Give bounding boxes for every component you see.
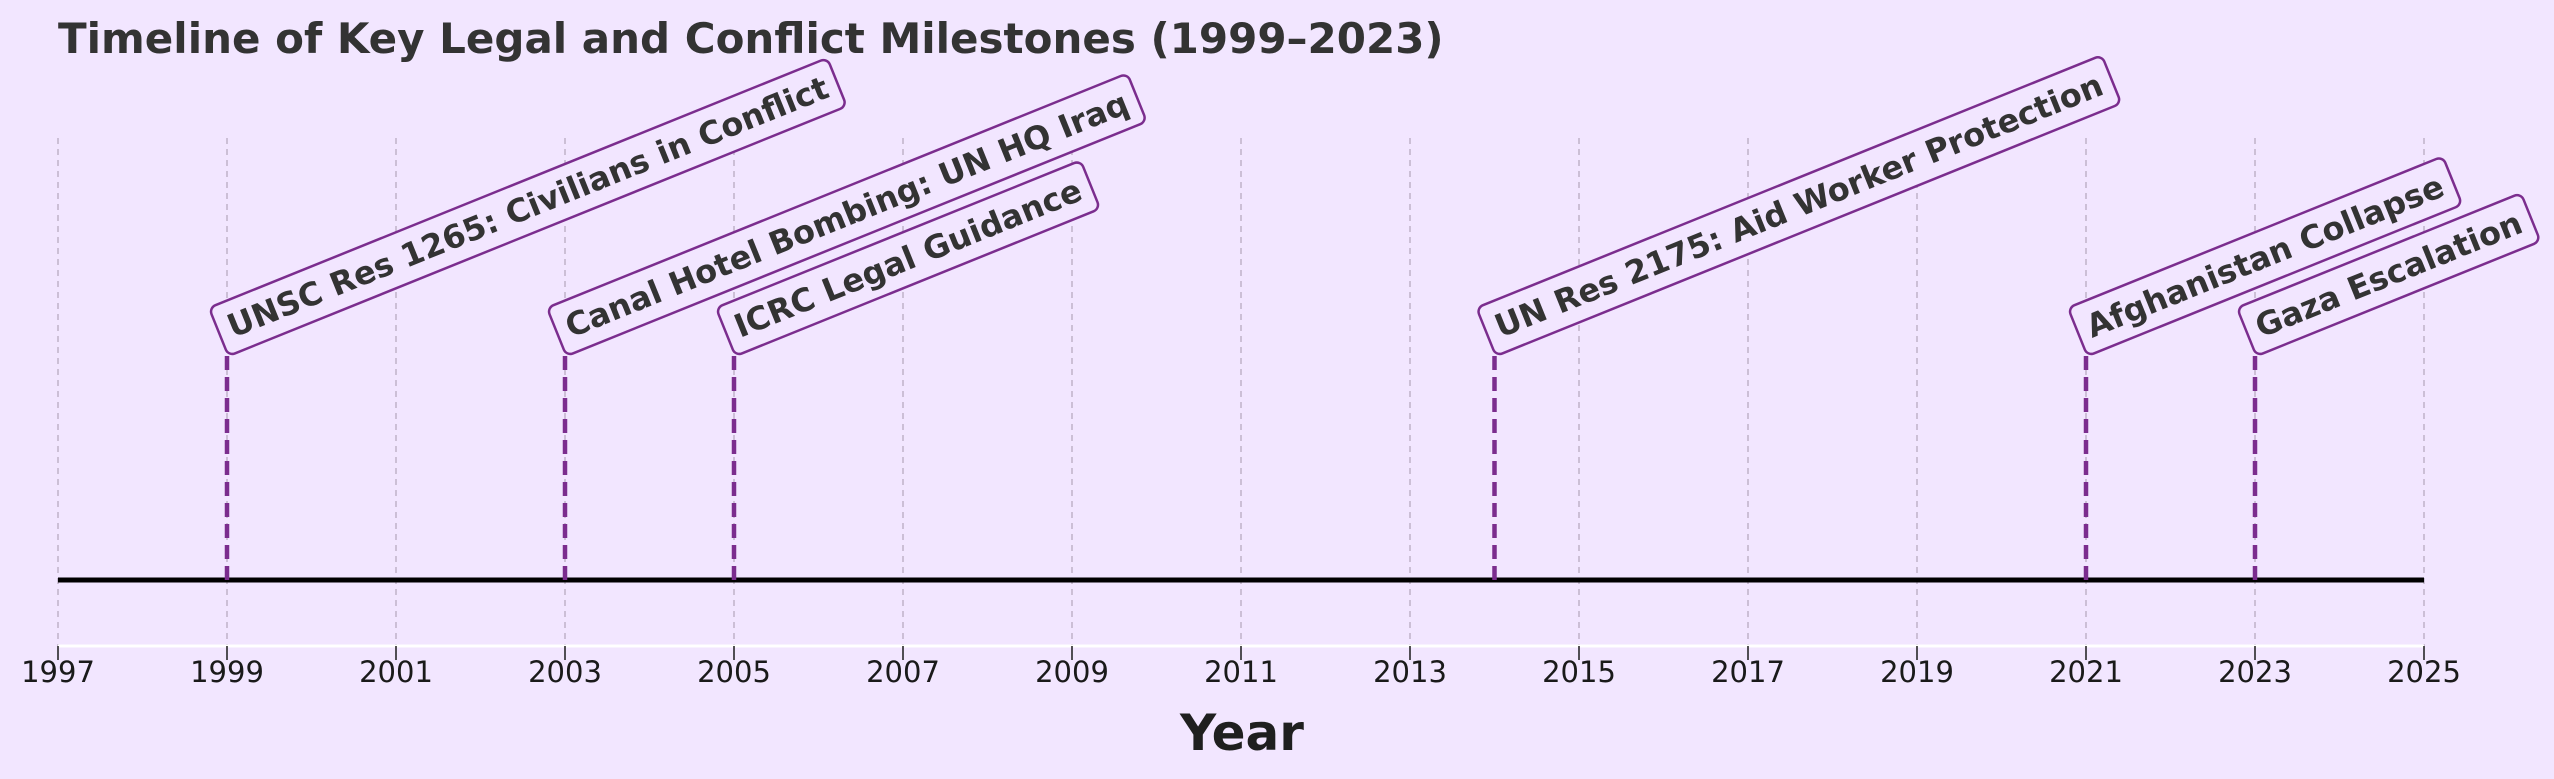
event-label-box [1477, 56, 2121, 356]
x-axis: 1997 1999 2001 2003 2005 2007 2009 2011 2013 2015… [21, 644, 2461, 689]
event-label-box [2237, 193, 2540, 356]
x-tick-label-2007: 2007 [866, 655, 940, 689]
grid-lines [57, 138, 2425, 646]
x-tick-label-2025: 2025 [2387, 655, 2461, 689]
x-tick-label-2021: 2021 [2049, 655, 2123, 689]
event-label-box [716, 161, 1100, 356]
x-tick-label-2017: 2017 [1711, 655, 1785, 689]
x-axis-label: Year [1179, 704, 1304, 762]
events: UNSC Res 1265: Civilians in ConflictCana… [58, 56, 2540, 583]
x-tick-label-1999: 1999 [190, 655, 264, 689]
x-tick-label-2019: 2019 [1880, 655, 1954, 689]
x-tick-label-2023: 2023 [2218, 655, 2292, 689]
event-label-2014: UN Res 2175: Aid Worker Protection [1477, 56, 2121, 356]
event-label-box [547, 74, 1146, 356]
x-tick-label-2013: 2013 [1373, 655, 1447, 689]
x-tick-label-2005: 2005 [697, 655, 771, 689]
event-label-box [209, 58, 846, 356]
x-tick-label-2009: 2009 [1035, 655, 1109, 689]
x-tick-label-2003: 2003 [528, 655, 602, 689]
x-tick-label-2011: 2011 [1204, 655, 1278, 689]
x-tick-label-2001: 2001 [359, 655, 433, 689]
event-label-box [2068, 157, 2462, 356]
event-label-text: UN Res 2175: Aid Worker Protection [1489, 66, 2108, 346]
x-tick-label-1997: 1997 [21, 655, 95, 689]
chart-title: Timeline of Key Legal and Conflict Miles… [58, 14, 1444, 63]
x-tick-label-2015: 2015 [1542, 655, 1616, 689]
